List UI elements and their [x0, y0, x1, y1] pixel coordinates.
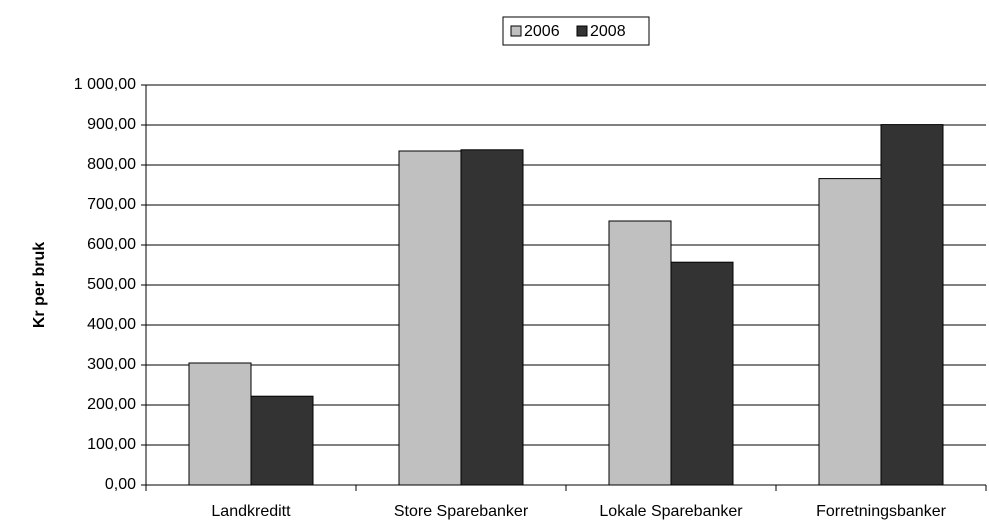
bar [460, 149, 524, 486]
bar [250, 395, 314, 486]
bar [188, 362, 252, 486]
y-tick-label: 800,00 [87, 156, 136, 173]
y-axis-label: Kr per bruk [31, 242, 48, 328]
y-tick-label: 0,00 [105, 476, 136, 493]
x-tick-label: Landkreditt [211, 503, 291, 520]
y-tick-label: 1 000,00 [74, 76, 136, 93]
bar [880, 124, 944, 486]
y-tick-label: 600,00 [87, 236, 136, 253]
legend-swatch [510, 25, 522, 37]
bar [608, 220, 672, 486]
y-tick-label: 300,00 [87, 356, 136, 373]
x-tick-label: Forretningsbanker [816, 503, 947, 520]
legend [502, 16, 650, 46]
bar [818, 178, 882, 486]
legend-label: 2008 [590, 23, 626, 40]
x-tick-label: Lokale Sparebanker [599, 503, 743, 520]
y-tick-label: 500,00 [87, 276, 136, 293]
x-tick-label: Store Sparebanker [394, 503, 529, 520]
legend-swatch [576, 25, 588, 37]
bar [670, 261, 734, 486]
bar [398, 150, 462, 486]
legend-label: 2006 [524, 23, 560, 40]
y-tick-label: 700,00 [87, 196, 136, 213]
y-tick-label: 200,00 [87, 396, 136, 413]
y-tick-label: 100,00 [87, 436, 136, 453]
y-tick-label: 900,00 [87, 116, 136, 133]
y-tick-label: 400,00 [87, 316, 136, 333]
